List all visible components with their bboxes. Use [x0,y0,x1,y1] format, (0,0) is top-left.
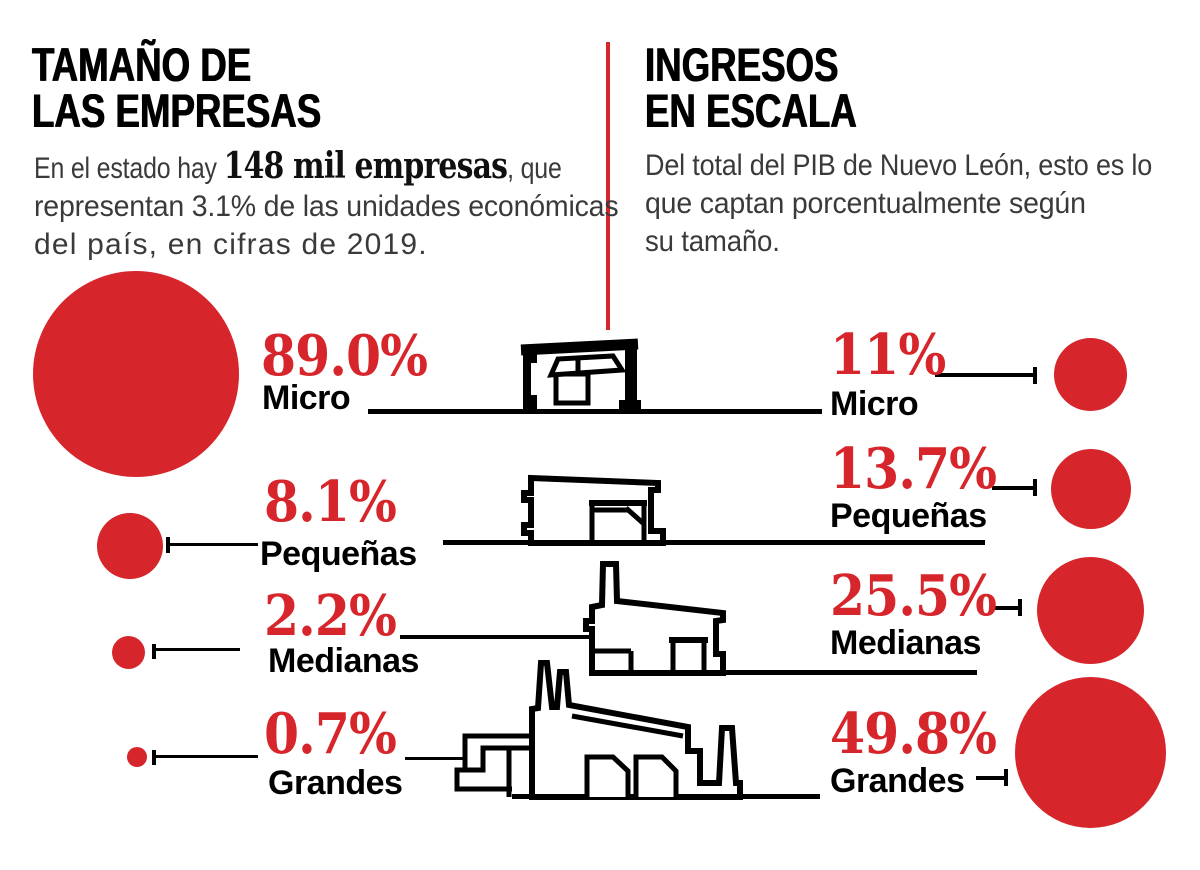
micro-store-icon [520,338,641,412]
right-title-line2: EN ESCALA [645,84,857,137]
income-circle-micro [1054,338,1127,411]
tick-size-medianas [152,644,156,659]
left-title-line2: LAS EMPRESAS [32,84,322,137]
size-label-micro: Micro [262,379,351,417]
income-circle-pequenas [1051,449,1131,529]
size-pct-micro: 89.0% [261,323,428,389]
leader-size-grandes-right [405,757,465,760]
size-circle-micro [33,271,239,477]
income-label-pequenas: Pequeñas [830,497,987,535]
tick-income-pequenas [1033,479,1037,496]
size-circle-medianas [112,636,145,669]
tick-income-medianas [1018,599,1022,616]
size-label-grandes: Grandes [268,764,403,802]
right-intro-line3: su tamaño. [645,225,780,258]
income-pct-grandes: 49.8% [830,701,997,767]
size-label-medianas: Medianas [268,642,419,680]
medium-factory-icon [583,561,726,676]
left-intro: En el estado hay 148 mil empresas, que re… [34,147,670,264]
large-factory-icon [454,660,743,800]
leader-income-medianas [990,606,1019,610]
size-pct-medianas: 2.2% [264,583,397,649]
income-pct-micro: 11% [830,322,946,388]
right-intro-line1: Del total del PIB de Nuevo León, esto es… [645,149,1153,182]
leader-income-pequenas [992,486,1034,490]
right-intro-line2: que captan porcentualmente según [645,187,1086,220]
right-title-line1: INGRESOS [645,38,839,91]
size-circle-pequenas [97,513,163,579]
leader-income-micro [935,373,1034,377]
income-circle-grandes [1015,677,1166,828]
income-label-micro: Micro [830,385,919,423]
size-pct-grandes: 0.7% [264,701,397,767]
left-intro-line3: del país, en cifras de 2019. [34,228,428,261]
income-pct-medianas: 25.5% [830,563,997,629]
tick-income-micro [1033,367,1037,384]
right-intro: Del total del PIB de Nuevo León, esto es… [645,147,1200,261]
leader-income-grandes [976,776,1005,780]
income-circle-medianas [1037,557,1144,664]
size-pct-pequenas: 8.1% [264,469,397,535]
leader-size-grandes [154,755,258,758]
leader-size-medianas-right [400,635,592,639]
divider-line [606,42,610,330]
left-title-line1: TAMAÑO DE [32,38,252,91]
leader-size-pequenas [168,543,258,546]
ground-line-pequenas [443,540,985,545]
leader-size-medianas [154,648,240,651]
left-intro-line2: representan 3.1% de las unidades económi… [34,190,619,223]
ground-line-micro [368,409,822,414]
income-pct-pequenas: 13.7% [830,436,997,502]
ground-line-medianas [592,670,977,675]
size-label-pequenas: Pequeñas [260,535,417,573]
small-warehouse-icon [521,474,666,546]
income-label-medianas: Medianas [830,624,981,662]
income-label-grandes: Grandes [830,762,965,800]
left-intro-line1: En el estado hay 148 mil empresas, que [34,145,562,187]
tick-income-grandes [1004,769,1008,786]
size-circle-grandes [127,747,147,767]
